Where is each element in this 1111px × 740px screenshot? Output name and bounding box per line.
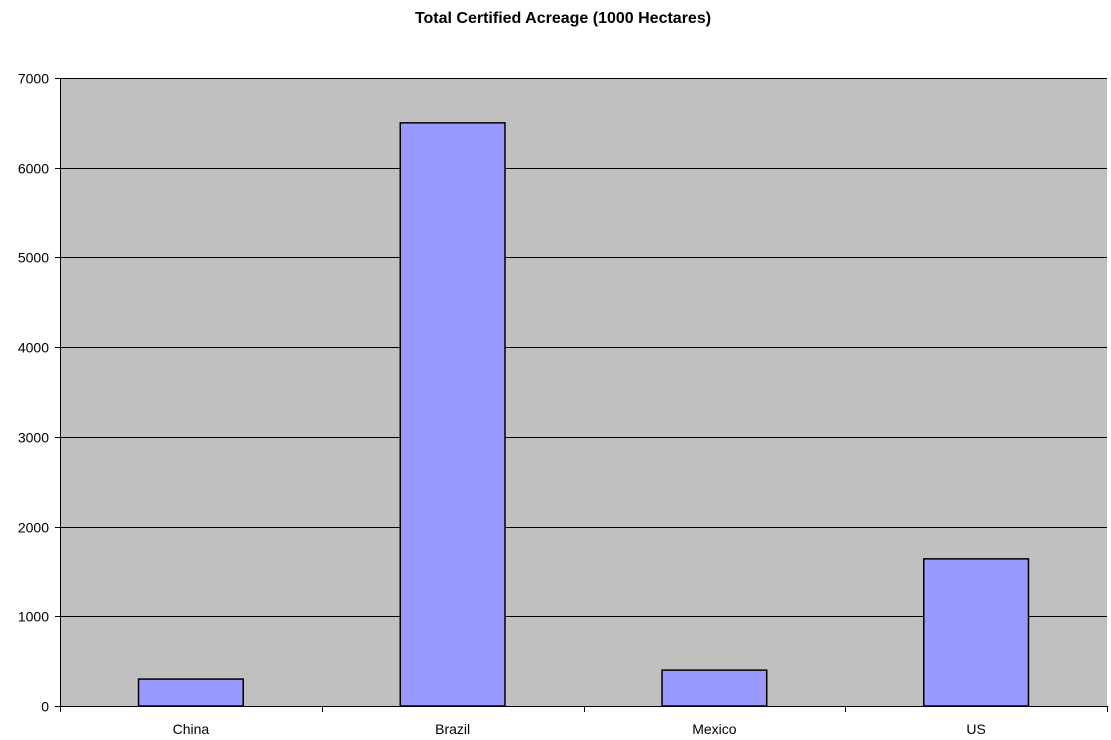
bar-brazil <box>399 122 506 707</box>
x-tick-label: Brazil <box>435 721 470 737</box>
y-tick-label: 4000 <box>18 340 49 356</box>
y-tick-labels: 0 1000 2000 3000 4000 5000 6000 7000 <box>18 71 49 715</box>
x-tick-label: Mexico <box>692 721 737 737</box>
y-tick-label: 1000 <box>18 609 49 625</box>
y-tick-label: 3000 <box>18 430 49 446</box>
x-tick-label: China <box>173 721 210 737</box>
y-tick-label: 7000 <box>18 71 49 87</box>
bar-china <box>137 678 244 707</box>
y-tick-label: 5000 <box>18 250 49 266</box>
y-tick-label: 6000 <box>18 161 49 177</box>
x-tick-labels: China Brazil Mexico US <box>173 721 986 737</box>
bar-mexico <box>661 669 768 707</box>
x-tick-label: US <box>966 721 985 737</box>
axes <box>55 78 1108 712</box>
gridlines <box>60 78 1107 617</box>
chart-title: Total Certified Acreage (1000 Hectares) <box>415 10 711 27</box>
y-tick-label: 0 <box>41 699 49 715</box>
bar-us <box>923 558 1030 707</box>
y-tick-label: 2000 <box>18 520 49 536</box>
